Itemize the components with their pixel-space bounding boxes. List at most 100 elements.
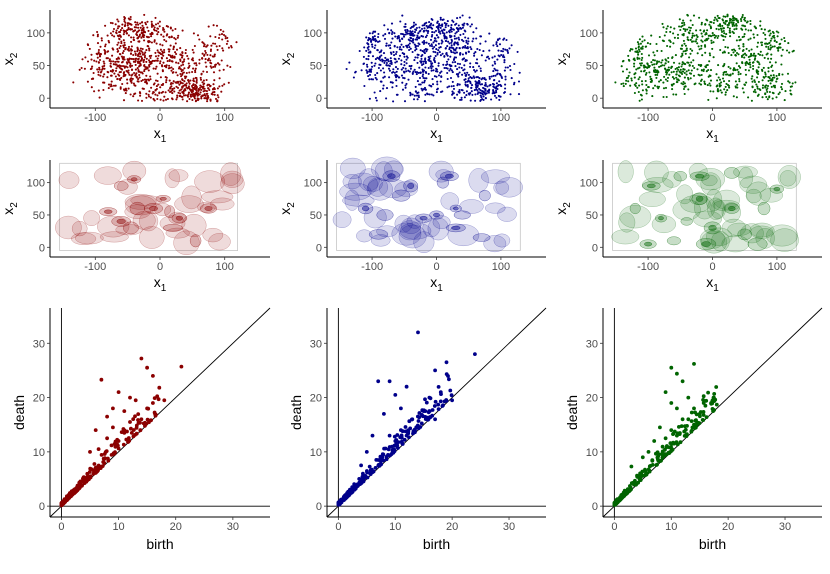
sample-point: [458, 83, 461, 86]
sample-point: [420, 63, 424, 67]
persistence-point: [420, 413, 424, 417]
sample-point: [395, 70, 398, 73]
sample-point: [198, 93, 201, 96]
sample-point: [416, 53, 419, 56]
density-level-1: [705, 227, 733, 246]
density-level-1: [398, 220, 422, 241]
sample-point: [132, 95, 135, 98]
density-level-2: [673, 171, 688, 182]
sample-point: [728, 27, 731, 30]
sample-point: [430, 93, 433, 96]
sample-point: [101, 65, 104, 68]
sample-point: [417, 91, 420, 94]
sample-point: [91, 77, 94, 80]
sample-point: [204, 58, 207, 61]
sample-point: [173, 90, 176, 93]
sample-point: [473, 89, 476, 92]
sample-point: [690, 69, 693, 72]
sample-point: [700, 69, 703, 72]
sample-point: [149, 56, 152, 60]
sample-point: [456, 17, 459, 20]
sample-point: [128, 61, 131, 64]
sample-point: [679, 68, 682, 71]
sample-point: [650, 80, 653, 83]
sample-point: [727, 22, 731, 25]
sample-point: [192, 83, 195, 86]
sample-point: [700, 39, 703, 42]
sample-point: [202, 45, 206, 48]
sample-point: [472, 66, 475, 69]
sample-point: [159, 60, 162, 63]
sample-point: [747, 62, 750, 65]
sample-point: [674, 54, 677, 57]
sample-point: [181, 98, 184, 101]
sample-point: [197, 92, 200, 95]
sample-point: [103, 67, 106, 70]
density-level-1: [174, 195, 204, 213]
sample-point: [662, 95, 665, 99]
persistence-point: [433, 417, 437, 422]
density-level-1: [201, 190, 234, 204]
sample-point: [723, 50, 726, 53]
persistence-point: [149, 418, 153, 423]
sample-point: [435, 91, 438, 94]
persistence-point: [133, 398, 138, 403]
sample-point: [209, 59, 212, 62]
sample-point: [650, 61, 653, 64]
sample-point: [130, 45, 133, 48]
sample-point: [712, 41, 715, 44]
sample-point: [749, 19, 752, 23]
sample-point: [407, 78, 410, 81]
sample-point: [717, 34, 720, 38]
sample-point: [464, 51, 468, 54]
persistence-point: [84, 478, 88, 483]
sample-point: [412, 41, 415, 44]
sample-point: [155, 29, 158, 32]
sample-point: [198, 58, 201, 61]
sample-point: [703, 29, 706, 32]
sample-point: [90, 86, 93, 89]
sample-point: [176, 36, 179, 39]
sample-point: [672, 77, 676, 80]
sample-point: [368, 32, 371, 35]
sample-point: [771, 69, 774, 72]
sample-point: [136, 37, 139, 40]
sample-point: [165, 34, 168, 37]
sample-point: [419, 83, 422, 86]
sample-point: [721, 24, 724, 27]
sample-point: [749, 66, 752, 69]
sample-point: [371, 78, 375, 81]
sample-point: [641, 83, 644, 86]
sample-point: [658, 80, 661, 83]
sample-point: [747, 69, 751, 72]
sample-point: [466, 42, 469, 45]
sample-point: [734, 54, 737, 57]
sample-point: [717, 76, 720, 79]
sample-point: [446, 86, 449, 89]
sample-point: [727, 23, 730, 27]
y-tick-label: 0: [592, 242, 598, 254]
sample-point: [199, 76, 202, 79]
sample-point: [382, 34, 385, 37]
sample-point: [393, 71, 396, 74]
sample-point: [501, 50, 504, 53]
sample-point: [654, 71, 657, 74]
sample-point: [174, 51, 177, 54]
sample-point: [137, 58, 140, 61]
density-level-2: [127, 175, 142, 184]
sample-point: [199, 91, 202, 94]
sample-point: [416, 44, 420, 48]
sample-point: [379, 90, 382, 93]
y-axis-title-sub: 2: [562, 52, 573, 58]
sample-point: [383, 71, 386, 74]
sample-point: [738, 77, 741, 81]
sample-point: [654, 73, 657, 76]
persistence-point: [636, 480, 640, 485]
sample-point: [731, 15, 735, 18]
sample-point: [761, 54, 764, 57]
sample-point: [460, 66, 463, 69]
sample-point: [479, 89, 482, 92]
sample-point: [741, 16, 744, 19]
sample-point: [665, 95, 668, 99]
